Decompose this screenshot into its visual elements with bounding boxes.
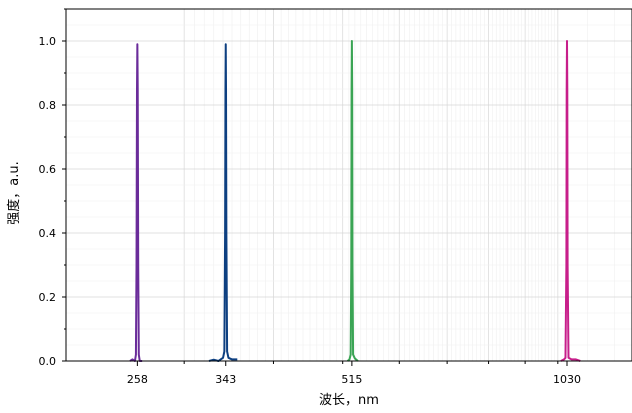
ticks: 0.0 0.2 0.4 0.6 0.8 1.0 258 343 515 1030 — [39, 8, 581, 386]
y-tick-label: 0.6 — [39, 163, 57, 176]
series-line-4 — [560, 40, 581, 362]
x-axis-label: 波长，nm — [319, 393, 379, 408]
y-tick-label: 0.4 — [39, 227, 57, 240]
x-tick-label: 258 — [127, 373, 148, 386]
y-tick-label: 0.0 — [39, 355, 57, 368]
y-axis-label: 强度，a.u. — [6, 161, 22, 224]
x-tick-label: 1030 — [553, 373, 581, 386]
y-tick-label: 0.8 — [39, 99, 57, 112]
x-tick-label: 343 — [215, 373, 236, 386]
y-tick-label: 1.0 — [39, 35, 57, 48]
plot-frame — [65, 8, 632, 362]
series-line-2 — [208, 43, 238, 362]
axes — [65, 8, 632, 362]
x-tick-label: 515 — [341, 373, 362, 386]
grid — [66, 8, 632, 362]
series-line-3 — [346, 40, 359, 362]
y-tick-label: 0.2 — [39, 291, 57, 304]
